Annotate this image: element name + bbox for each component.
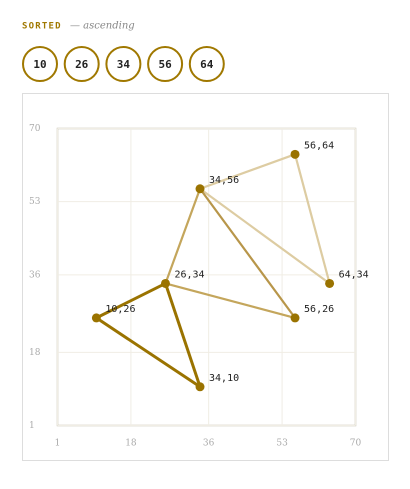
node: [290, 313, 300, 323]
x-tick-label: 18: [125, 439, 137, 449]
edge: [164, 282, 297, 319]
y-tick-label: 1: [29, 421, 35, 431]
node-label: 34,10: [209, 373, 239, 384]
array-cell: [63, 46, 100, 82]
edge: [94, 281, 167, 320]
array-value: 34: [117, 58, 131, 71]
array-cell: [147, 46, 184, 82]
node: [195, 184, 205, 194]
array-cell: [105, 46, 142, 82]
section-subtitle: — ascending: [70, 21, 135, 32]
y-tick-label: 36: [29, 270, 41, 280]
x-tick-label: 53: [276, 439, 288, 449]
node-label: 56,64: [304, 140, 334, 151]
node: [160, 278, 170, 288]
x-tick-label: 36: [203, 439, 215, 449]
y-tick-label: 53: [29, 197, 41, 207]
edge: [164, 187, 202, 285]
y-tick-label: 70: [29, 124, 41, 134]
section-title: SORTED: [22, 22, 62, 32]
edge: [94, 316, 202, 389]
edge: [198, 153, 297, 190]
array-value: 64: [200, 58, 214, 71]
node-label: 64,34: [339, 269, 369, 280]
edge: [293, 153, 331, 285]
edge: [163, 281, 202, 389]
array-cell: [188, 46, 225, 82]
node: [91, 313, 101, 323]
array-value: 56: [158, 58, 172, 71]
node: [195, 382, 205, 392]
array-value: 26: [75, 58, 89, 71]
x-tick-label: 1: [55, 439, 61, 449]
array-cell: [22, 46, 58, 82]
node-label: 10,26: [105, 304, 135, 315]
edge: [198, 187, 331, 285]
node: [325, 278, 335, 288]
node-label: 56,26: [304, 304, 334, 315]
x-tick-label: 70: [350, 439, 362, 449]
y-tick-label: 18: [29, 348, 41, 358]
node-label: 26,34: [174, 269, 204, 280]
plot-area: [56, 127, 357, 427]
node: [290, 149, 300, 159]
node-label: 34,56: [209, 175, 239, 186]
array-value: 10: [33, 58, 46, 71]
edge: [198, 187, 297, 319]
